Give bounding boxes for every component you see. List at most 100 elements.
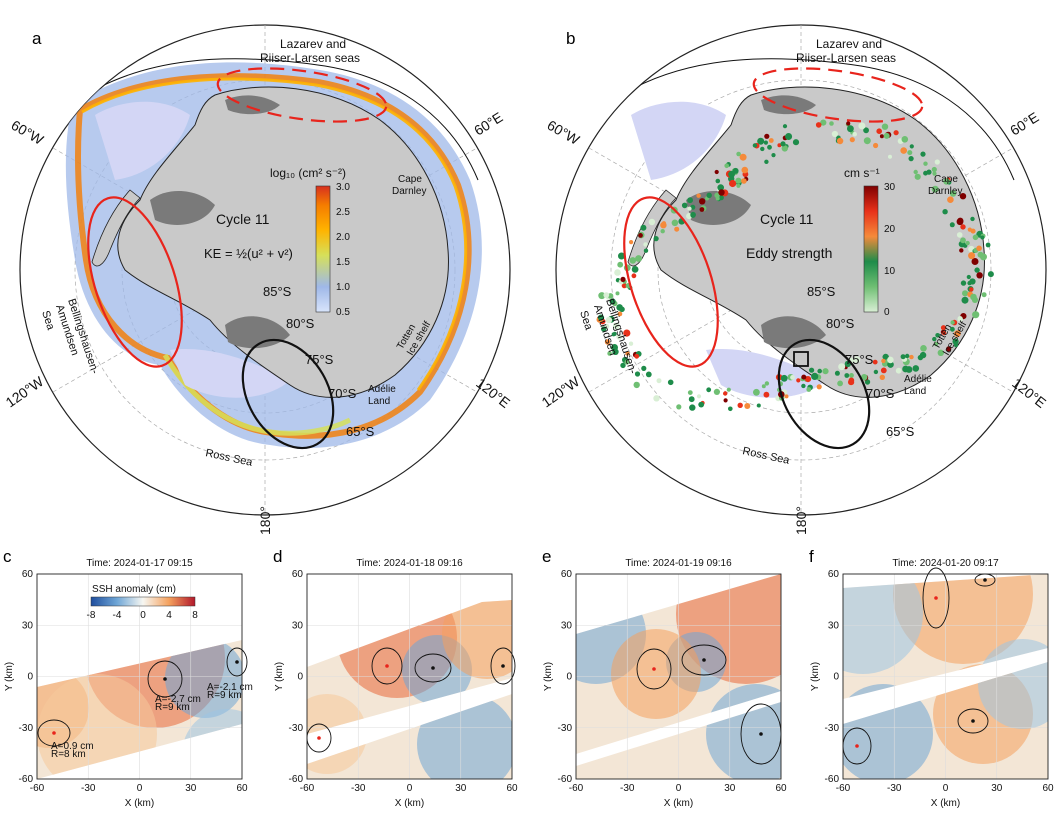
eddy-dot bbox=[780, 374, 788, 382]
eddy-center bbox=[52, 731, 56, 735]
eddy-dot bbox=[634, 353, 640, 359]
x-axis-label: X (km) bbox=[931, 798, 960, 809]
eddy-dot bbox=[741, 178, 747, 184]
eddy-dot bbox=[920, 345, 927, 352]
panel-label-b: b bbox=[566, 29, 575, 48]
eddy-dot bbox=[764, 159, 769, 164]
eddy-dot bbox=[815, 122, 822, 128]
ssh-time-label: Time: 2024-01-19 09:16 bbox=[625, 558, 732, 569]
y-tick-label: -60 bbox=[558, 774, 573, 785]
eddy-dot bbox=[940, 325, 947, 331]
eddy-dot bbox=[777, 143, 782, 148]
eddy-dot bbox=[987, 271, 994, 278]
ssh-cbar-title: SSH anomaly (cm) bbox=[92, 584, 176, 595]
eddy-dot bbox=[980, 235, 985, 240]
eddy-center bbox=[317, 736, 321, 740]
eddy-dot bbox=[880, 367, 887, 374]
eddy-dot bbox=[872, 359, 878, 365]
eddy-dot bbox=[767, 144, 772, 150]
eddy-dot bbox=[653, 395, 660, 402]
eddy-annotation: A=-2.7 cm bbox=[155, 694, 201, 705]
y-tick-label: -30 bbox=[289, 723, 304, 734]
eddy-dot bbox=[962, 290, 969, 297]
eddy-dot bbox=[609, 298, 616, 305]
cbar-title-b: cm s⁻¹ bbox=[844, 166, 880, 180]
eddy-dot bbox=[676, 404, 682, 410]
eddy-dot bbox=[949, 222, 955, 228]
eddy-dot bbox=[804, 376, 812, 383]
lon-60w-b: 60°W bbox=[545, 117, 583, 148]
eddy-dot bbox=[882, 353, 889, 361]
eddy-dot bbox=[950, 326, 955, 332]
eddy-dot bbox=[689, 404, 696, 411]
eddy-dot bbox=[597, 314, 605, 321]
eddy-dot bbox=[698, 401, 705, 408]
eddy-dot bbox=[852, 131, 857, 137]
eddy-contour bbox=[636, 648, 672, 690]
eddy-dot bbox=[780, 141, 786, 147]
eddy-center bbox=[501, 664, 505, 668]
eddy-dot bbox=[820, 119, 827, 126]
eddy-dot bbox=[611, 332, 616, 337]
y-tick-label: 60 bbox=[22, 569, 34, 580]
cbar-tick-b: 10 bbox=[884, 266, 896, 277]
eddy-dot bbox=[849, 373, 854, 378]
colorbar-a bbox=[315, 185, 331, 313]
y-tick-label: -60 bbox=[19, 774, 34, 785]
eddy-dot bbox=[858, 122, 866, 130]
bellingshausen-ellipse-a bbox=[87, 196, 183, 368]
eddy-dot bbox=[887, 361, 894, 368]
eddy-dot bbox=[881, 123, 889, 130]
eddy-contour bbox=[371, 647, 403, 685]
eddy-dot bbox=[732, 167, 739, 174]
eddy-dot bbox=[816, 384, 822, 390]
eddy-dot bbox=[699, 207, 705, 212]
eddy-dot bbox=[723, 398, 728, 403]
eddy-dot bbox=[603, 292, 610, 298]
eddy-dot bbox=[912, 365, 920, 372]
x-tick-label: 30 bbox=[724, 783, 736, 794]
lat-65-a: 65°S bbox=[346, 424, 375, 439]
map-panel-b: b bbox=[539, 24, 1049, 535]
x-tick-label: 60 bbox=[506, 783, 518, 794]
x-tick-label: -30 bbox=[351, 783, 366, 794]
eddy-dot bbox=[699, 198, 706, 205]
eddy-dot bbox=[618, 252, 625, 260]
eddy-dot bbox=[959, 193, 967, 200]
eddy-dot bbox=[864, 379, 871, 385]
eddy-dot bbox=[941, 330, 947, 336]
eddy-dot bbox=[620, 362, 626, 369]
eddy-contour bbox=[226, 647, 248, 677]
antarctica-a bbox=[117, 86, 449, 398]
eddy-dot bbox=[625, 351, 630, 356]
eddy-dot bbox=[653, 236, 659, 242]
eddy-dot bbox=[946, 346, 952, 352]
eddy-dot bbox=[604, 339, 611, 345]
panel-label-a: a bbox=[32, 29, 42, 48]
eddy-dot bbox=[741, 166, 749, 174]
cbar-tick-a: 2.0 bbox=[336, 232, 350, 243]
y-tick-label: 60 bbox=[828, 569, 840, 580]
eddy-dot bbox=[763, 140, 769, 145]
eddy-dot bbox=[620, 276, 626, 282]
eddy-dot bbox=[796, 378, 801, 383]
eddy-dot bbox=[937, 349, 944, 356]
eddy-dot bbox=[923, 161, 928, 166]
eddy-dot bbox=[960, 280, 967, 286]
x-tick-label: -30 bbox=[887, 783, 902, 794]
eddy-dot bbox=[883, 132, 890, 139]
eddy-dot bbox=[724, 163, 729, 169]
eddy-contour bbox=[681, 644, 727, 676]
eddy-dot bbox=[873, 142, 879, 149]
eddy-dot bbox=[792, 139, 800, 146]
eddy-dot bbox=[893, 130, 899, 136]
cape-darnley-label-a: Darnley bbox=[392, 186, 426, 197]
eddy-dot bbox=[624, 359, 630, 365]
eddy-dot bbox=[844, 373, 850, 378]
eddy-dot bbox=[757, 137, 765, 145]
eddy-dot bbox=[706, 192, 712, 198]
ssh-colorbar bbox=[90, 596, 196, 607]
eddy-dot bbox=[931, 166, 937, 173]
eddy-dot bbox=[909, 144, 914, 149]
eddy-dot bbox=[895, 367, 902, 374]
